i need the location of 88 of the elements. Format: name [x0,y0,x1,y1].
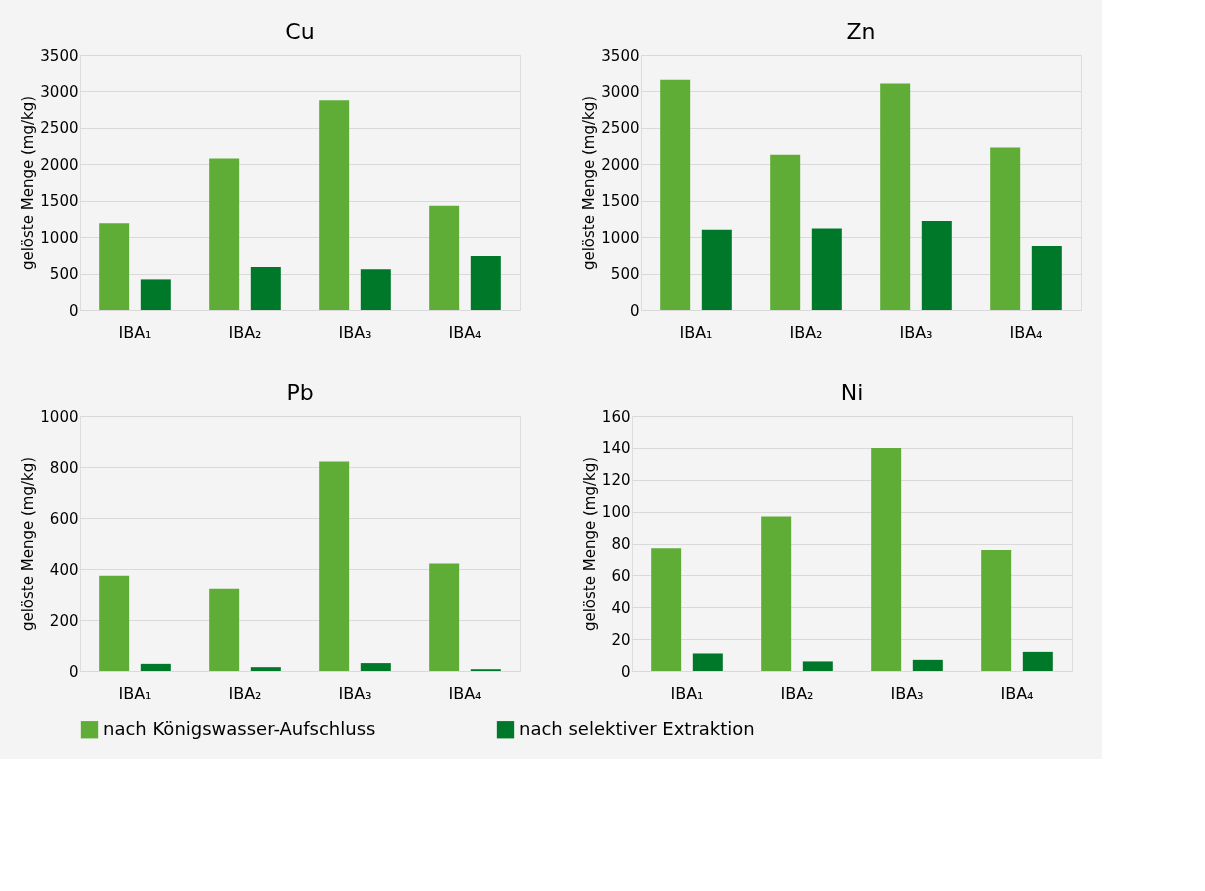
bar [811,228,842,310]
bar [319,461,350,671]
legend-label: nach selektiver Extraktion [519,717,755,739]
y-tick-label: 20 [611,630,631,649]
bar [871,447,902,671]
bar [701,229,732,310]
y-tick-label: 500 [49,265,79,284]
bar [802,661,833,671]
y-tick-label: 600 [49,509,79,528]
x-tick-label: IBA₄ [448,683,482,703]
x-tick-label: IBA₃ [338,322,372,342]
y-tick-label: 1000 [40,228,79,247]
y-tick-label: 40 [611,598,631,617]
y-tick-label: 800 [49,458,79,477]
bar [1031,245,1062,310]
y-tick-label: 160 [601,407,631,426]
y-tick-label: 2000 [40,155,79,174]
y-tick-label: 2500 [601,119,640,138]
y-tick-label: 500 [610,265,640,284]
bar [429,563,460,671]
bar [360,269,391,310]
bar [99,575,130,671]
bar [470,256,501,310]
y-axis-title: gelöste Menge (mg/kg) [19,95,38,271]
bar [99,223,130,310]
bar [250,267,281,310]
y-axis-title: gelöste Menge (mg/kg) [580,95,599,271]
y-tick-label: 120 [601,471,631,490]
y-tick-label: 3500 [601,46,640,65]
y-tick-label: 1000 [40,407,79,426]
bar [140,663,171,671]
x-tick-label: IBA₂ [780,683,814,703]
bar [770,154,801,310]
y-tick-label: 2500 [40,119,79,138]
y-tick-label: 0 [620,662,631,681]
chart-title: Cu [285,19,315,44]
y-tick-label: 3000 [601,82,640,101]
x-tick-label: IBA₁ [118,322,152,342]
x-tick-label: IBA₃ [890,683,924,703]
y-axis-title: gelöste Menge (mg/kg) [580,456,599,632]
x-tick-label: IBA₁ [670,683,704,703]
bar [1022,651,1053,671]
y-tick-label: 1500 [40,192,79,211]
y-tick-label: 100 [601,503,631,522]
x-tick-label: IBA₃ [899,322,933,342]
bar [651,548,682,671]
bar [912,659,943,671]
y-tick-label: 0 [629,301,640,320]
bar [660,79,691,310]
y-tick-label: 400 [49,560,79,579]
bar [209,158,240,310]
y-tick-label: 60 [611,566,631,585]
y-tick-label: 3000 [40,82,79,101]
legend-label: nach Königswasser-Aufschluss [103,717,376,739]
chart-title: Ni [840,380,864,405]
bar [921,221,952,310]
bar [990,147,1021,310]
bar [880,83,911,310]
chart-title: Zn [846,19,876,44]
x-tick-label: IBA₃ [338,683,372,703]
bar [140,279,171,310]
x-tick-label: IBA₂ [228,322,262,342]
x-tick-label: IBA₄ [448,322,482,342]
bar [360,663,391,671]
y-tick-label: 0 [68,662,79,681]
x-tick-label: IBA₁ [679,322,713,342]
x-tick-label: IBA₄ [1009,322,1043,342]
bar [319,100,350,310]
x-tick-label: IBA₄ [1000,683,1034,703]
x-tick-label: IBA₂ [228,683,262,703]
y-tick-label: 80 [611,535,631,553]
x-tick-label: IBA₂ [789,322,823,342]
chart-title: Pb [286,380,314,405]
y-axis-title: gelöste Menge (mg/kg) [19,456,38,632]
y-tick-label: 3500 [40,46,79,65]
bar [761,516,792,671]
bar [429,205,460,310]
y-tick-label: 2000 [601,155,640,174]
y-tick-label: 1500 [601,192,640,211]
bar [981,549,1012,671]
bar [692,653,723,671]
y-tick-label: 0 [68,301,79,320]
y-tick-label: 140 [601,439,631,458]
bar [209,588,240,671]
x-tick-label: IBA₁ [118,683,152,703]
bar [250,667,281,671]
y-tick-label: 200 [49,611,79,630]
y-tick-label: 1000 [601,228,640,247]
